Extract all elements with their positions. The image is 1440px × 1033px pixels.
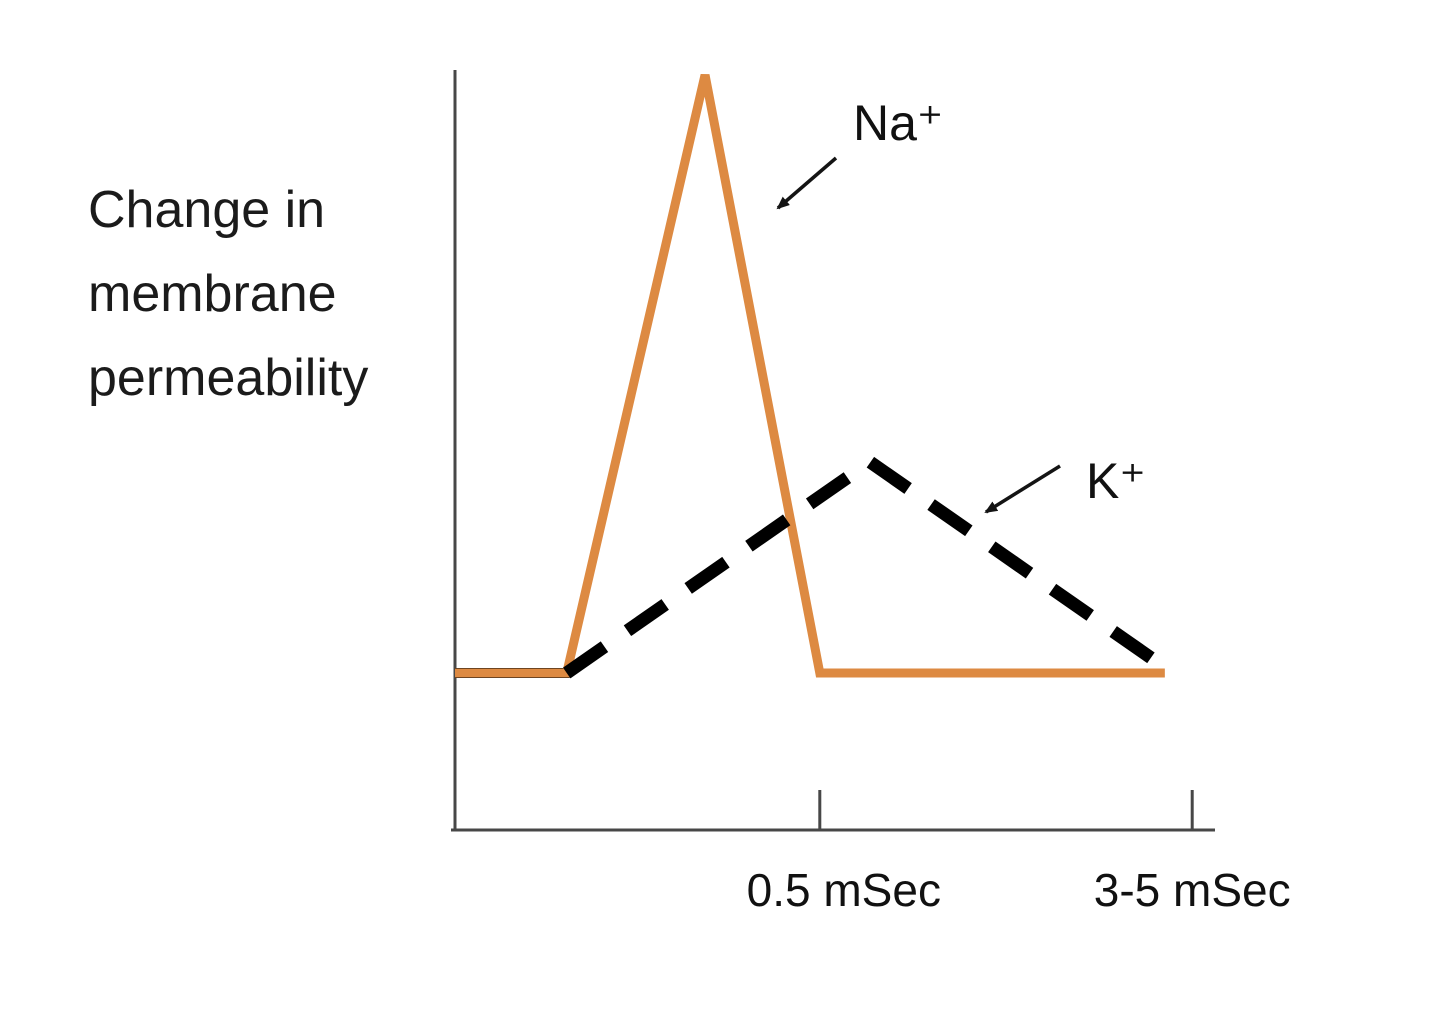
ticks-group: 0.5 mSec 3-5 mSec: [747, 790, 1291, 916]
series-group: [455, 73, 1174, 679]
series-k-line: [563, 453, 1174, 679]
annotation-arrow-na: [776, 156, 838, 210]
series-na-line: [455, 73, 1165, 678]
annotations-group: Na⁺ K⁺: [776, 95, 1146, 514]
x-tick-label-1: 3-5 mSec: [1094, 864, 1291, 916]
y-axis-label: Change in membrane permeability: [88, 168, 368, 420]
axes-group: [451, 70, 1215, 832]
y-axis-label-line-1: Change in: [88, 181, 326, 239]
y-axis-label-line-3: permeability: [88, 349, 369, 407]
x-tick-label-0: 0.5 mSec: [747, 864, 941, 916]
y-axis-label-line-2: membrane: [88, 265, 337, 323]
annotation-label-na: Na⁺: [853, 95, 943, 151]
annotation-label-k: K⁺: [1086, 453, 1146, 509]
annotation-arrow-k: [984, 464, 1061, 514]
